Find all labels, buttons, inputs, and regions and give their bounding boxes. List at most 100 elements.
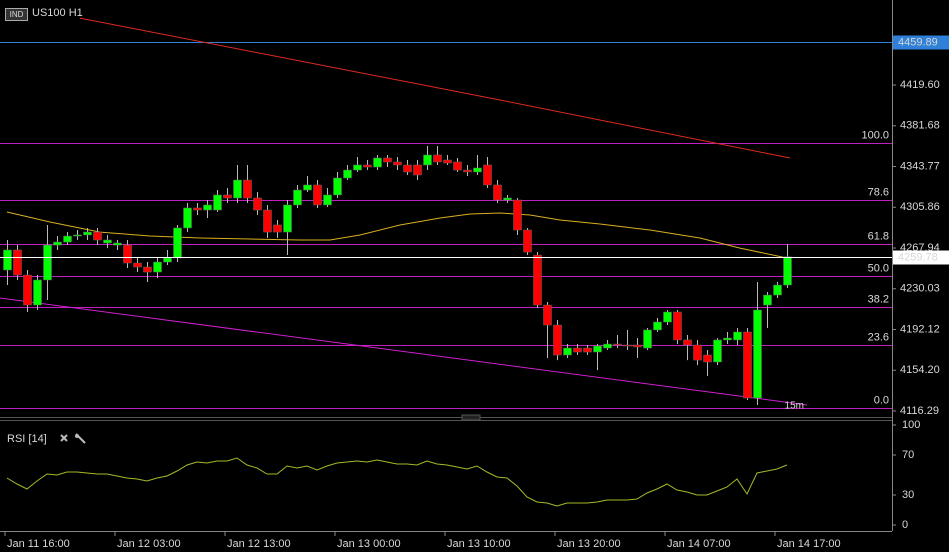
- y-tick-label: 4343.77: [900, 160, 940, 172]
- candle-body: [293, 189, 302, 206]
- candle-body: [703, 354, 712, 363]
- candle-body: [13, 249, 22, 276]
- x-tick-label: Jan 13 00:00: [337, 538, 401, 550]
- y-tick-label: 4230.03: [900, 283, 940, 295]
- y-tick-label: 30: [902, 489, 914, 501]
- candle-body: [663, 311, 672, 323]
- candle-body: [83, 231, 92, 236]
- candle-body: [683, 339, 692, 346]
- candle-body: [63, 235, 72, 243]
- candle-body: [443, 159, 452, 164]
- candle-body: [333, 177, 342, 196]
- y-tick-label: 4192.12: [900, 323, 940, 335]
- settings-icon[interactable]: [75, 433, 86, 444]
- candle-body: [303, 184, 312, 191]
- candle-body: [733, 331, 742, 341]
- candle-body: [203, 204, 212, 211]
- candle-body: [513, 199, 522, 231]
- indicator-line: [79, 17, 791, 159]
- candle-body: [743, 331, 752, 399]
- indicator-line: [6, 211, 788, 259]
- candle-body: [343, 169, 352, 179]
- candle-body: [273, 224, 282, 233]
- candle-body: [463, 169, 472, 173]
- fib-label: 100.0: [861, 129, 889, 141]
- candle-body: [643, 329, 652, 349]
- y-tick-label: 0: [902, 519, 908, 531]
- candle-body: [723, 337, 732, 341]
- candle-body: [603, 343, 612, 349]
- candle-body: [373, 157, 382, 168]
- candle-body: [363, 164, 372, 168]
- current-price-label: 4259.78: [898, 251, 938, 263]
- x-tick-label: Jan 11 16:00: [7, 538, 70, 550]
- x-tick-label: Jan 13 10:00: [447, 538, 511, 550]
- candle-body: [623, 344, 632, 347]
- candle-body: [423, 154, 432, 166]
- candle-body: [533, 254, 542, 306]
- candle-body: [613, 343, 622, 346]
- y-tick-label: 4419.60: [900, 79, 940, 91]
- candle-body: [573, 347, 582, 353]
- candle-body: [353, 164, 362, 171]
- candle-body: [113, 242, 122, 246]
- candle-body: [753, 309, 762, 399]
- fib-label: 38.2: [868, 293, 889, 305]
- candle-body: [33, 279, 42, 306]
- current-price-tag: [893, 250, 949, 265]
- candle-body: [783, 256, 792, 286]
- candle-body: [53, 241, 62, 246]
- candle-body: [593, 345, 602, 353]
- candle-body: [523, 229, 532, 253]
- candle-body: [483, 164, 492, 186]
- candle-body: [103, 239, 112, 244]
- candle-body: [453, 161, 462, 171]
- x-tick-label: Jan 12 03:00: [117, 538, 181, 550]
- candle-body: [133, 262, 142, 268]
- indicator-title: RSI [14]: [7, 433, 47, 445]
- indicator-line: [0, 297, 808, 406]
- candle-body: [73, 234, 82, 237]
- price-line-label: 4459.89: [898, 36, 938, 48]
- candle-body: [163, 257, 172, 263]
- x-tick-label: Jan 14 17:00: [777, 538, 841, 550]
- badge-text: IND: [10, 10, 24, 19]
- y-tick-label: 4154.20: [900, 364, 940, 376]
- candle-body: [213, 194, 222, 211]
- candle-body: [193, 207, 202, 211]
- candle-body: [503, 197, 512, 201]
- x-tick-label: Jan 12 13:00: [227, 538, 291, 550]
- candle-body: [283, 204, 292, 233]
- price-line-tag: [893, 35, 949, 50]
- candle-body: [633, 344, 642, 348]
- candle-body: [383, 157, 392, 163]
- plot: 4116.294154.204192.124230.034267.944305.…: [0, 17, 949, 550]
- candle-body: [493, 184, 502, 201]
- candle-body: [543, 304, 552, 326]
- candle-body: [253, 197, 262, 211]
- rsi-line: [6, 457, 788, 507]
- symbol-title: US100 H1: [32, 7, 83, 19]
- candle-body: [323, 194, 332, 206]
- close-icon[interactable]: [60, 434, 68, 442]
- candle-body: [413, 164, 422, 176]
- fib-label: 23.6: [868, 331, 889, 343]
- panel-handle[interactable]: [461, 414, 481, 421]
- fib-label: 78.6: [868, 186, 889, 198]
- candle-body: [563, 347, 572, 356]
- x-tick-label: Jan 13 20:00: [557, 538, 621, 550]
- fib-label: 61.8: [868, 230, 889, 242]
- candle-body: [403, 164, 412, 173]
- candle-body: [763, 294, 772, 306]
- y-tick-label: 70: [902, 449, 914, 461]
- candle-body: [183, 207, 192, 229]
- candle-body: [673, 311, 682, 341]
- candle-body: [393, 161, 402, 166]
- candle-body: [713, 339, 722, 363]
- candle-body: [223, 194, 232, 199]
- candle-body: [263, 209, 272, 233]
- channel-label: 15m: [785, 401, 804, 412]
- candle-body: [653, 321, 662, 331]
- candle-body: [243, 179, 252, 199]
